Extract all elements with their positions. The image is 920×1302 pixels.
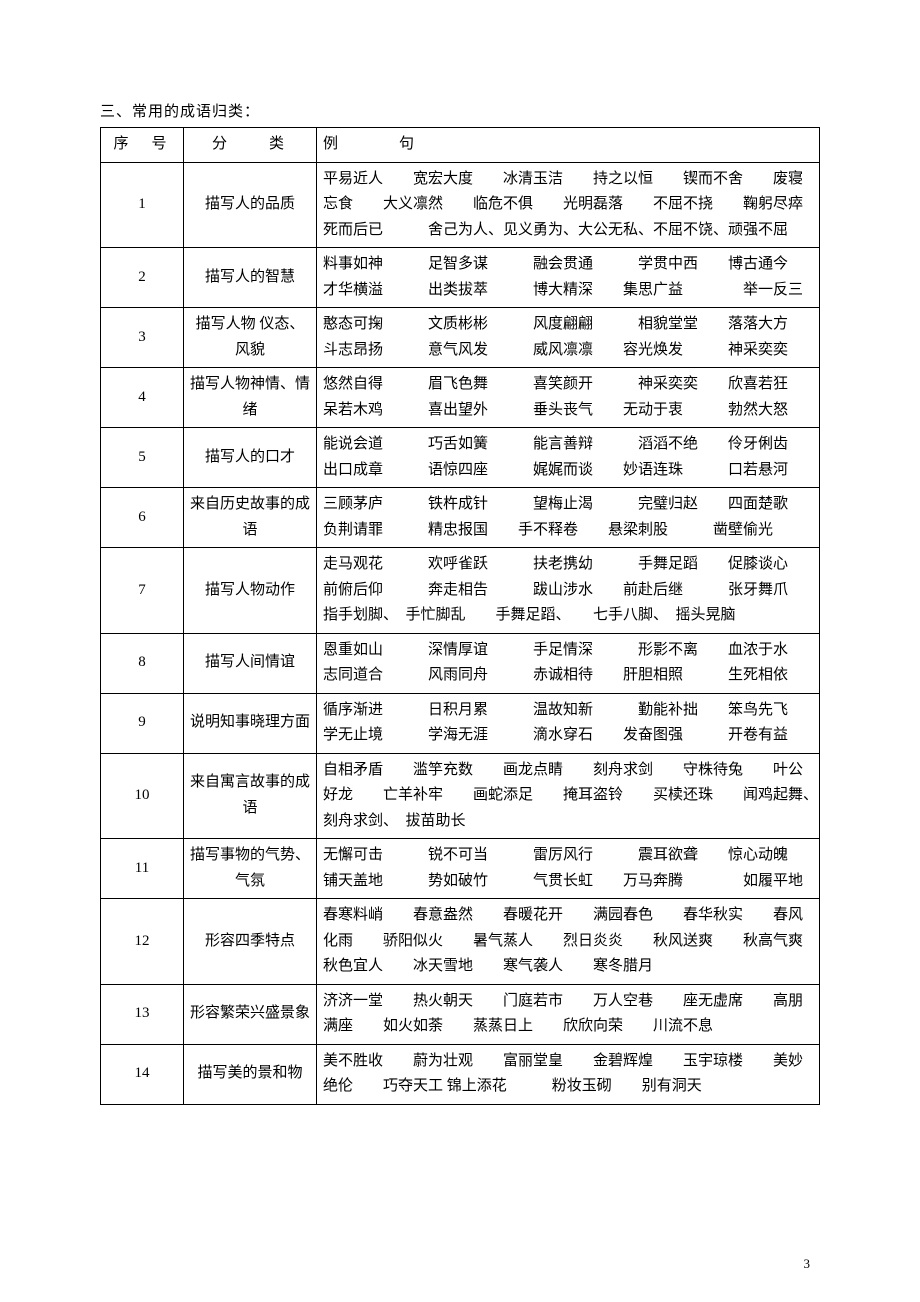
row-number: 2 [101, 248, 184, 308]
document-page: 三、常用的成语归类： 序 号 分 类 例 句 1描写人的品质平易近人 宽宏大度 … [0, 0, 920, 1302]
row-category: 描写事物的气势、气氛 [184, 839, 317, 899]
row-number: 6 [101, 488, 184, 548]
table-row: 6来自历史故事的成语三顾茅庐 铁杵成针 望梅止渴 完璧归赵 四面楚歌 负荆请罪 … [101, 488, 820, 548]
row-category: 描写人的品质 [184, 162, 317, 248]
row-number: 11 [101, 839, 184, 899]
row-number: 3 [101, 308, 184, 368]
table-row: 13形容繁荣兴盛景象济济一堂 热火朝天 门庭若市 万人空巷 座无虚席 高朋满座 … [101, 984, 820, 1044]
row-number: 10 [101, 753, 184, 839]
row-number: 14 [101, 1044, 184, 1104]
row-examples: 自相矛盾 滥竽充数 画龙点睛 刻舟求剑 守株待兔 叶公好龙 亡羊补牢 画蛇添足 … [317, 753, 820, 839]
row-category: 形容繁荣兴盛景象 [184, 984, 317, 1044]
row-examples: 三顾茅庐 铁杵成针 望梅止渴 完璧归赵 四面楚歌 负荆请罪 精忠报国 手不释卷 … [317, 488, 820, 548]
row-category: 描写人的智慧 [184, 248, 317, 308]
table-row: 12形容四季特点春寒料峭 春意盎然 春暖花开 满园春色 春华秋实 春风化雨 骄阳… [101, 899, 820, 985]
row-examples: 循序渐进 日积月累 温故知新 勤能补拙 笨鸟先飞 学无止境 学海无涯 滴水穿石 … [317, 693, 820, 753]
row-examples: 料事如神 足智多谋 融会贯通 学贯中西 博古通今 才华横溢 出类拔萃 博大精深 … [317, 248, 820, 308]
table-row: 2描写人的智慧料事如神 足智多谋 融会贯通 学贯中西 博古通今 才华横溢 出类拔… [101, 248, 820, 308]
page-number: 3 [804, 1256, 811, 1272]
row-category: 来自历史故事的成语 [184, 488, 317, 548]
table-row: 11描写事物的气势、气氛无懈可击 锐不可当 雷厉风行 震耳欲聋 惊心动魄 铺天盖… [101, 839, 820, 899]
row-number: 5 [101, 428, 184, 488]
row-examples: 无懈可击 锐不可当 雷厉风行 震耳欲聋 惊心动魄 铺天盖地 势如破竹 气贯长虹 … [317, 839, 820, 899]
row-examples: 恩重如山 深情厚谊 手足情深 形影不离 血浓于水 志同道合 风雨同舟 赤诚相待 … [317, 633, 820, 693]
row-examples: 春寒料峭 春意盎然 春暖花开 满园春色 春华秋实 春风化雨 骄阳似火 暑气蒸人 … [317, 899, 820, 985]
table-row: 9说明知事晓理方面循序渐进 日积月累 温故知新 勤能补拙 笨鸟先飞 学无止境 学… [101, 693, 820, 753]
row-examples: 美不胜收 蔚为壮观 富丽堂皇 金碧辉煌 玉宇琼楼 美妙绝伦 巧夺天工 锦上添花 … [317, 1044, 820, 1104]
row-number: 7 [101, 548, 184, 634]
row-examples: 能说会道 巧舌如簧 能言善辩 滔滔不绝 伶牙俐齿 出口成章 语惊四座 娓娓而谈 … [317, 428, 820, 488]
row-examples: 走马观花 欢呼雀跃 扶老携幼 手舞足蹈 促膝谈心 前俯后仰 奔走相告 跋山涉水 … [317, 548, 820, 634]
header-num: 序 号 [101, 128, 184, 163]
row-category: 描写人间情谊 [184, 633, 317, 693]
row-number: 12 [101, 899, 184, 985]
row-category: 来自寓言故事的成语 [184, 753, 317, 839]
table-row: 14描写美的景和物美不胜收 蔚为壮观 富丽堂皇 金碧辉煌 玉宇琼楼 美妙绝伦 巧… [101, 1044, 820, 1104]
row-examples: 悠然自得 眉飞色舞 喜笑颜开 神采奕奕 欣喜若狂 呆若木鸡 喜出望外 垂头丧气 … [317, 368, 820, 428]
table-row: 4描写人物神情、情绪悠然自得 眉飞色舞 喜笑颜开 神采奕奕 欣喜若狂 呆若木鸡 … [101, 368, 820, 428]
idiom-table: 序 号 分 类 例 句 1描写人的品质平易近人 宽宏大度 冰清玉洁 持之以恒 锲… [100, 127, 820, 1105]
table-header-row: 序 号 分 类 例 句 [101, 128, 820, 163]
row-examples: 济济一堂 热火朝天 门庭若市 万人空巷 座无虚席 高朋满座 如火如荼 蒸蒸日上 … [317, 984, 820, 1044]
row-number: 9 [101, 693, 184, 753]
header-example: 例 句 [317, 128, 820, 163]
header-category: 分 类 [184, 128, 317, 163]
row-category: 描写人的口才 [184, 428, 317, 488]
row-examples: 平易近人 宽宏大度 冰清玉洁 持之以恒 锲而不舍 废寝忘食 大义凛然 临危不俱 … [317, 162, 820, 248]
table-row: 8描写人间情谊恩重如山 深情厚谊 手足情深 形影不离 血浓于水 志同道合 风雨同… [101, 633, 820, 693]
table-row: 7描写人物动作走马观花 欢呼雀跃 扶老携幼 手舞足蹈 促膝谈心 前俯后仰 奔走相… [101, 548, 820, 634]
section-title: 三、常用的成语归类： [100, 100, 820, 121]
row-category: 说明知事晓理方面 [184, 693, 317, 753]
row-category: 描写美的景和物 [184, 1044, 317, 1104]
table-row: 1描写人的品质平易近人 宽宏大度 冰清玉洁 持之以恒 锲而不舍 废寝忘食 大义凛… [101, 162, 820, 248]
row-examples: 憨态可掬 文质彬彬 风度翩翩 相貌堂堂 落落大方 斗志昂扬 意气风发 威风凛凛 … [317, 308, 820, 368]
row-category: 描写人物 仪态、风貌 [184, 308, 317, 368]
row-category: 描写人物动作 [184, 548, 317, 634]
table-row: 10来自寓言故事的成语自相矛盾 滥竽充数 画龙点睛 刻舟求剑 守株待兔 叶公好龙… [101, 753, 820, 839]
row-category: 形容四季特点 [184, 899, 317, 985]
row-category: 描写人物神情、情绪 [184, 368, 317, 428]
table-row: 5描写人的口才能说会道 巧舌如簧 能言善辩 滔滔不绝 伶牙俐齿 出口成章 语惊四… [101, 428, 820, 488]
table-row: 3描写人物 仪态、风貌憨态可掬 文质彬彬 风度翩翩 相貌堂堂 落落大方 斗志昂扬… [101, 308, 820, 368]
row-number: 4 [101, 368, 184, 428]
row-number: 1 [101, 162, 184, 248]
row-number: 13 [101, 984, 184, 1044]
row-number: 8 [101, 633, 184, 693]
